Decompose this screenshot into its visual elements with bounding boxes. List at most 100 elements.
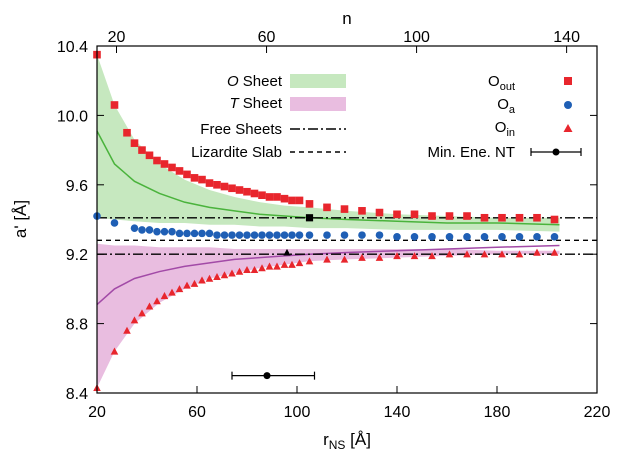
o_in-point (175, 285, 184, 293)
o_in-point (258, 264, 266, 272)
o_in-point (235, 267, 244, 275)
o_in-point (428, 252, 436, 260)
o_out-point (138, 146, 146, 154)
legend-lizardite-slab-label: Lizardite Slab (191, 144, 282, 161)
legend-o-sheet-swatch (290, 74, 346, 88)
o_out-point (375, 208, 384, 217)
black-triangle-marker (283, 248, 291, 256)
o_in-point (280, 260, 289, 268)
o_a-point (220, 231, 229, 239)
o_in-point (123, 326, 131, 334)
reference-lines (97, 217, 597, 255)
o_in-point (250, 266, 259, 274)
x2-tick-label: 100 (403, 29, 430, 46)
o_a-point (160, 227, 169, 236)
legend-o-in-label: Oin (495, 119, 515, 139)
o_out-point (190, 174, 199, 182)
o_out-point (533, 213, 541, 222)
o_out-point (358, 207, 366, 215)
o_in-point (220, 271, 229, 279)
legend-o-out-marker (564, 77, 572, 85)
o-sheet-band-curve (96, 130, 560, 226)
o_out-point (323, 203, 331, 212)
o_out-point (515, 213, 524, 222)
o_in-point (410, 252, 419, 260)
o_out-point (273, 193, 281, 201)
o_out-point (243, 187, 251, 196)
o_a-point (153, 227, 161, 236)
x-tick-label: 60 (188, 404, 206, 421)
legend-o-sheet-label: O Sheet (227, 73, 283, 90)
o_out-point (198, 175, 206, 184)
o_out-point (295, 196, 304, 205)
o_out-point (463, 212, 471, 220)
o_in-point (205, 274, 214, 282)
legend-o-out-label: Oout (488, 73, 515, 93)
o_out-point (280, 194, 289, 203)
o_out-point (205, 179, 214, 187)
o_out-point (428, 212, 436, 220)
o_in-point (265, 262, 274, 270)
o_in-point (110, 347, 119, 355)
legend-left: O Sheet T Sheet Free Sheets Lizardite Sl… (191, 73, 346, 161)
min-ene-nt-point (263, 372, 271, 380)
t-sheet-band-curve (96, 244, 560, 306)
o_a-point (228, 231, 236, 239)
o_a-point (295, 231, 304, 239)
o_in-point (515, 250, 524, 258)
o_in-point (213, 272, 221, 280)
o_a-point (190, 229, 199, 238)
o_in-point (375, 253, 384, 261)
o_in-point (183, 281, 191, 289)
o_in-point (130, 316, 139, 324)
o_a-point (340, 231, 349, 239)
o_in-point (273, 262, 281, 270)
o_out-point (410, 210, 419, 219)
o_out-point (498, 213, 506, 222)
sheet-bands (96, 54, 560, 388)
o_a-point (445, 233, 454, 241)
x-tick-label: 180 (484, 404, 511, 421)
o_in-point (358, 253, 366, 261)
y-axis-title: a' [Å] (11, 200, 30, 238)
o_a-point (130, 224, 139, 232)
axis-ticks (96, 45, 598, 394)
o_in-point (228, 269, 236, 277)
top-axis-title: n (342, 9, 351, 28)
o_out-point (480, 213, 489, 222)
o_out-point (265, 193, 274, 201)
o_a-point (145, 226, 154, 234)
o_out-point (220, 182, 229, 191)
o_a-point (550, 233, 559, 241)
y-tick-label: 8.8 (66, 317, 88, 334)
legend-o-a-marker (564, 101, 572, 109)
o_a-point (258, 231, 266, 239)
o_out-point (550, 215, 559, 224)
o_a-point (428, 233, 436, 241)
legend-t-sheet-swatch (290, 97, 346, 111)
o_in-point (243, 266, 251, 274)
o_a-point (410, 233, 419, 241)
x2-tick-label: 60 (258, 29, 276, 46)
o_a-point (250, 231, 259, 239)
legend-min-ene-nt-marker (530, 148, 582, 156)
o_out-point (175, 167, 184, 175)
o_a-point (498, 233, 506, 241)
o_out-point (258, 191, 266, 200)
legend-free-sheets-label: Free Sheets (200, 121, 282, 138)
o_in-point (480, 250, 489, 258)
x-tick-label: 140 (384, 404, 411, 421)
y-tick-label: 9.6 (66, 178, 88, 195)
o_a-point (533, 233, 541, 241)
o_out-point (130, 139, 139, 147)
o_a-point (235, 231, 244, 239)
o_in-point (153, 297, 161, 305)
o_out-point (445, 212, 454, 220)
o_in-point (138, 309, 146, 317)
o_a-point (168, 227, 176, 236)
x-tick-label: 220 (584, 404, 611, 421)
o_out-point (160, 160, 169, 168)
x2-tick-label: 140 (553, 29, 580, 46)
data-markers (93, 50, 559, 392)
o_a-point (393, 233, 401, 241)
